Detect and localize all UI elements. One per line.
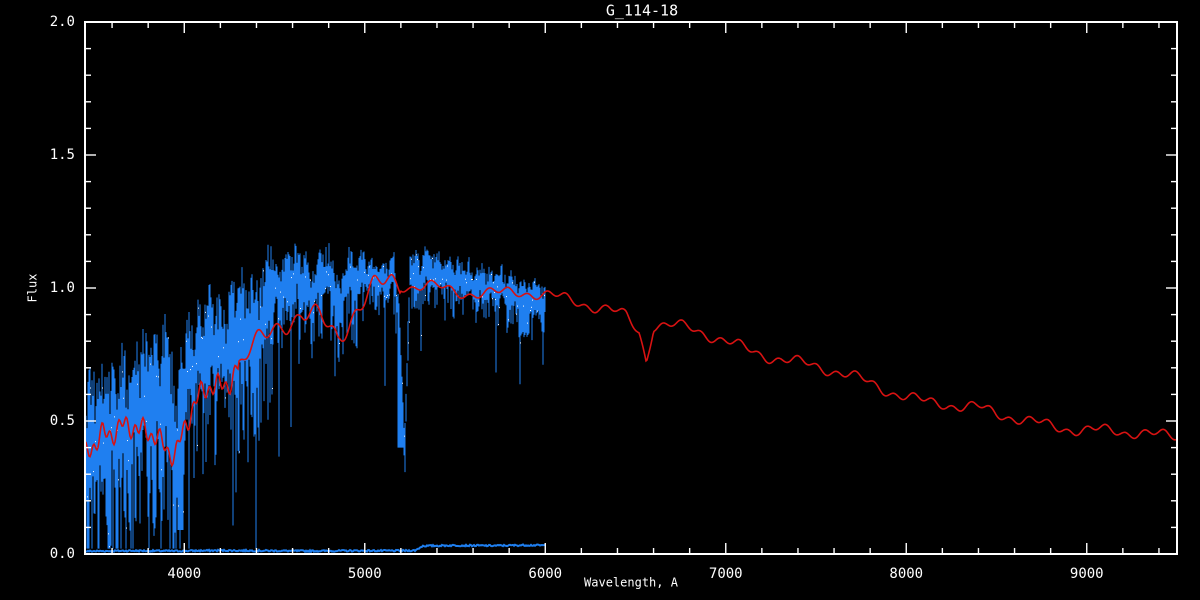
error-spectrum-series: [84, 543, 546, 554]
page-title: G_114-18: [606, 2, 678, 20]
y-tick-label: 0.0: [50, 546, 75, 562]
model-spectrum-series: [84, 273, 1178, 468]
data-series-layer: [84, 243, 1178, 554]
x-tick-label: 9000: [1070, 566, 1104, 582]
y-tick-label: 0.5: [50, 413, 75, 429]
axes-layer: 4000 5000 6000 7000 8000 9000 0.0 0.5 1.0 1.5 2.0: [50, 14, 1178, 582]
x-tick-label: 7000: [709, 566, 743, 582]
observed-spectrum-series: [84, 243, 546, 549]
x-tick-label: 4000: [167, 566, 201, 582]
y-tick-label: 1.0: [50, 280, 75, 296]
observed-spectrum-points: [87, 254, 545, 548]
y-axis-label: Flux: [26, 274, 40, 303]
x-axis-label: Wavelength, A: [584, 576, 679, 590]
x-tick-label: 5000: [348, 566, 382, 582]
x-tick-label: 8000: [889, 566, 923, 582]
x-tick-label: 6000: [528, 566, 562, 582]
y-tick-label: 1.5: [50, 147, 75, 163]
y-tick-label: 2.0: [50, 14, 75, 30]
